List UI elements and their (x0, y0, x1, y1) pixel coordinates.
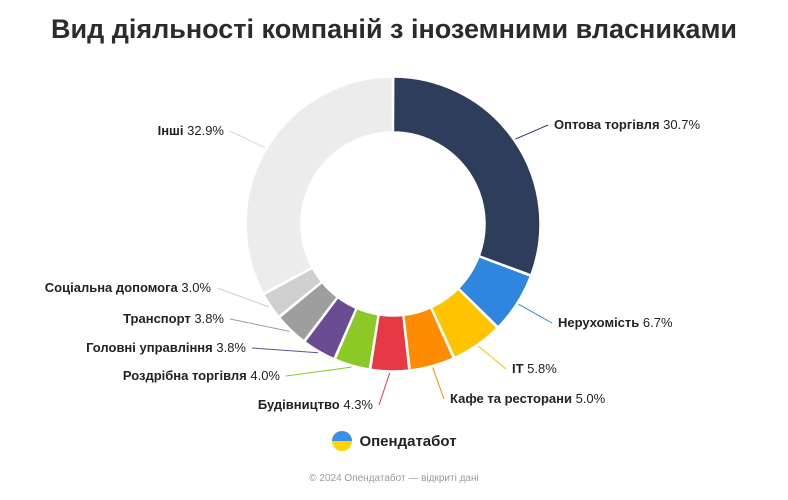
leader-line-9 (229, 130, 266, 149)
leader-line-6 (251, 347, 318, 354)
leader-line-5 (285, 366, 352, 377)
slice-label-5: Роздрібна торгівля 4.0% (123, 368, 281, 383)
slice-label-0: Оптова торгівля 30.7% (554, 117, 700, 132)
slice-label-6: Головні управління 3.8% (86, 340, 246, 355)
chart-title: Вид діяльності компаній з іноземними вла… (50, 14, 738, 44)
slice-8 (263, 267, 323, 318)
opendatabot-logo-icon (332, 431, 353, 451)
slice-label-3: Кафе та ресторани 5.0% (450, 391, 606, 406)
leader-line-1 (518, 303, 553, 324)
slice-9 (245, 76, 394, 295)
slice-3 (402, 306, 455, 371)
leader-line-8 (216, 287, 270, 308)
brand-name: Опендатабот (359, 432, 457, 450)
slice-1 (457, 255, 532, 328)
slice-label-7: Транспорт 3.8% (123, 311, 224, 326)
slice-labels: Оптова торгівля 30.7% Нерухомість 6.7% IT … (45, 117, 701, 412)
slice-2 (430, 287, 499, 359)
leader-line-3 (432, 367, 445, 400)
leader-line-4 (378, 372, 391, 406)
leader-line-2 (477, 345, 507, 370)
slice-label-4: Будівництво 4.3% (258, 397, 374, 412)
donut-chart: Оптова торгівля 30.7% Нерухомість 6.7% IT … (45, 76, 701, 412)
slice-7 (278, 281, 339, 342)
brand: Опендатабот (0, 430, 788, 452)
slice-label-8: Соціальна допомога 3.0% (45, 280, 212, 295)
slice-0 (392, 76, 541, 276)
slice-4 (369, 314, 410, 372)
slice-5 (334, 307, 380, 370)
slice-6 (303, 296, 358, 360)
leader-lines (216, 124, 553, 406)
leader-line-0 (515, 124, 549, 140)
slice-label-1: Нерухомість 6.7% (558, 315, 673, 330)
slice-label-2: IT 5.8% (512, 361, 557, 376)
donut-slices (245, 76, 541, 372)
footer-note: © 2024 Опендатабот — відкриті дані (309, 473, 479, 484)
leader-line-7 (229, 318, 290, 332)
slice-label-9: Інші 32.9% (158, 123, 225, 138)
